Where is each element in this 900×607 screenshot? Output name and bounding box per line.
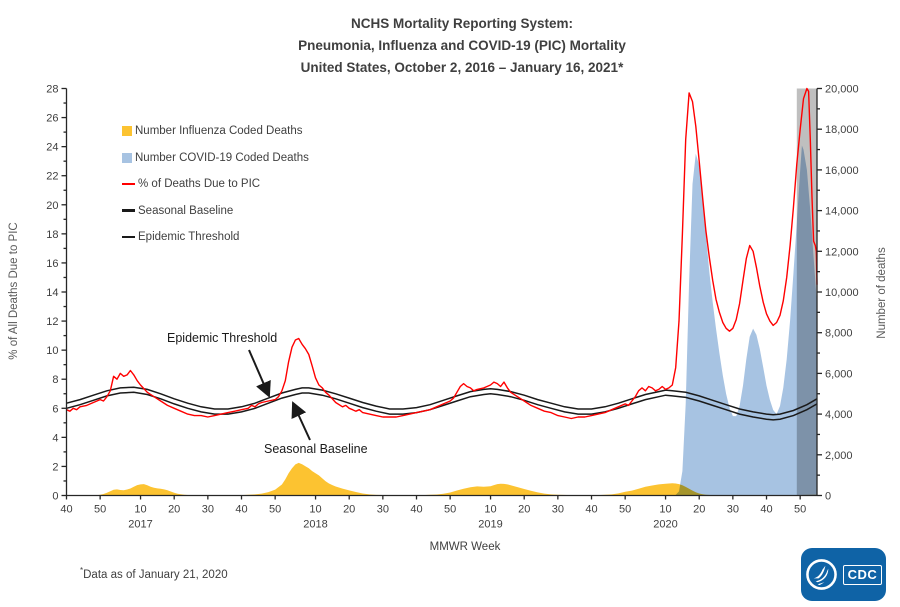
annotation-arrow-0 bbox=[248, 349, 271, 398]
legend: Number Influenza Coded Deaths Number COV… bbox=[122, 124, 309, 257]
svg-text:18: 18 bbox=[46, 229, 58, 241]
cdc-wordmark: CDC bbox=[842, 564, 883, 585]
svg-text:10,000: 10,000 bbox=[825, 287, 859, 299]
svg-text:8,000: 8,000 bbox=[825, 328, 853, 340]
hhs-eagle-icon bbox=[805, 559, 837, 590]
x-axis-title: MMWR Week bbox=[429, 541, 501, 553]
svg-text:6: 6 bbox=[52, 403, 58, 415]
influenza-area bbox=[66, 462, 817, 496]
chart-title: NCHS Mortality Reporting System: Pneumon… bbox=[12, 13, 900, 79]
title-line-3: United States, October 2, 2016 – January… bbox=[300, 60, 624, 75]
footnote-text: Data as of January 21, 2020 bbox=[83, 568, 228, 581]
svg-text:2020: 2020 bbox=[653, 519, 677, 531]
influenza-swatch-icon bbox=[122, 126, 132, 136]
right-axis-title: Number of deaths bbox=[876, 247, 888, 339]
svg-text:12,000: 12,000 bbox=[825, 246, 859, 258]
legend-item-influenza: Number Influenza Coded Deaths bbox=[122, 124, 309, 138]
covid-swatch-icon bbox=[122, 152, 132, 163]
svg-text:40: 40 bbox=[60, 504, 72, 516]
svg-text:50: 50 bbox=[444, 504, 456, 516]
svg-text:40: 40 bbox=[235, 504, 247, 516]
legend-item-pic-percent: % of Deaths Due to PIC bbox=[122, 177, 309, 191]
svg-text:10: 10 bbox=[134, 504, 146, 516]
threshold-line bbox=[66, 386, 818, 416]
red-line-swatch-icon bbox=[122, 182, 135, 186]
seasonal-baseline-annotation: Seasonal Baseline bbox=[264, 442, 368, 456]
svg-text:30: 30 bbox=[552, 504, 564, 516]
title-line-2: Pneumonia, Influenza and COVID-19 (PIC) … bbox=[298, 38, 626, 53]
svg-text:30: 30 bbox=[202, 504, 214, 516]
legend-label: Epidemic Threshold bbox=[138, 231, 240, 243]
svg-text:2019: 2019 bbox=[478, 519, 502, 531]
svg-text:2,000: 2,000 bbox=[825, 450, 853, 462]
svg-text:16,000: 16,000 bbox=[825, 165, 859, 177]
svg-text:24: 24 bbox=[46, 142, 58, 154]
annotation-arrow-1 bbox=[291, 401, 311, 441]
svg-text:40: 40 bbox=[585, 504, 597, 516]
threshold-swatch-icon bbox=[122, 235, 135, 239]
svg-text:20: 20 bbox=[168, 504, 180, 516]
legend-label: Number Influenza Coded Deaths bbox=[135, 125, 303, 137]
svg-text:50: 50 bbox=[619, 504, 631, 516]
svg-text:50: 50 bbox=[94, 504, 106, 516]
axes bbox=[61, 87, 822, 500]
svg-text:14: 14 bbox=[46, 287, 58, 299]
svg-text:0: 0 bbox=[52, 491, 58, 503]
svg-text:30: 30 bbox=[727, 504, 739, 516]
svg-text:20: 20 bbox=[343, 504, 355, 516]
svg-text:12: 12 bbox=[46, 316, 58, 328]
svg-text:4,000: 4,000 bbox=[825, 409, 853, 421]
baseline-swatch-icon bbox=[122, 209, 135, 212]
svg-text:30: 30 bbox=[377, 504, 389, 516]
svg-text:20: 20 bbox=[46, 200, 58, 212]
svg-text:0: 0 bbox=[825, 491, 831, 503]
svg-text:10: 10 bbox=[659, 504, 671, 516]
covid-area bbox=[665, 145, 817, 496]
svg-text:4: 4 bbox=[52, 432, 58, 444]
svg-text:8: 8 bbox=[52, 374, 58, 386]
cdc-logo: CDC bbox=[801, 548, 886, 601]
svg-text:10: 10 bbox=[46, 345, 58, 357]
pic-percent-line bbox=[66, 87, 818, 420]
title-line-1: NCHS Mortality Reporting System: bbox=[350, 16, 574, 31]
legend-item-epidemic-threshold: Epidemic Threshold bbox=[122, 230, 309, 244]
legend-item-seasonal-baseline: Seasonal Baseline bbox=[122, 204, 309, 218]
baseline-line bbox=[66, 391, 818, 421]
footnote: *Data as of January 21, 2020 bbox=[80, 566, 228, 581]
legend-label: Number COVID-19 Coded Deaths bbox=[135, 151, 309, 164]
epidemic-threshold-annotation: Epidemic Threshold bbox=[167, 331, 278, 345]
svg-text:16: 16 bbox=[46, 258, 58, 270]
legend-item-covid: Number COVID-19 Coded Deaths bbox=[122, 151, 309, 165]
svg-text:20: 20 bbox=[518, 504, 530, 516]
legend-label: % of Deaths Due to PIC bbox=[138, 178, 261, 190]
footnote-asterisk: * bbox=[80, 566, 84, 575]
svg-text:22: 22 bbox=[46, 171, 58, 183]
svg-text:20: 20 bbox=[693, 504, 705, 516]
svg-text:2018: 2018 bbox=[303, 519, 327, 531]
svg-text:26: 26 bbox=[46, 113, 58, 125]
svg-text:2017: 2017 bbox=[128, 519, 152, 531]
svg-text:14,000: 14,000 bbox=[825, 206, 859, 218]
left-axis-title: % of All Deaths Due to PIC bbox=[8, 222, 20, 360]
svg-text:6,000: 6,000 bbox=[825, 368, 853, 380]
svg-text:18,000: 18,000 bbox=[825, 124, 859, 136]
svg-text:40: 40 bbox=[760, 504, 772, 516]
svg-text:28: 28 bbox=[46, 84, 58, 96]
svg-text:40: 40 bbox=[410, 504, 422, 516]
svg-text:10: 10 bbox=[484, 504, 496, 516]
svg-text:50: 50 bbox=[794, 504, 806, 516]
tick-labels: 024681012141618202224262802,0004,0006,00… bbox=[46, 84, 858, 531]
svg-text:10: 10 bbox=[309, 504, 321, 516]
svg-text:20,000: 20,000 bbox=[825, 84, 859, 96]
svg-text:2: 2 bbox=[52, 461, 58, 473]
svg-text:50: 50 bbox=[269, 504, 281, 516]
legend-label: Seasonal Baseline bbox=[138, 204, 234, 217]
